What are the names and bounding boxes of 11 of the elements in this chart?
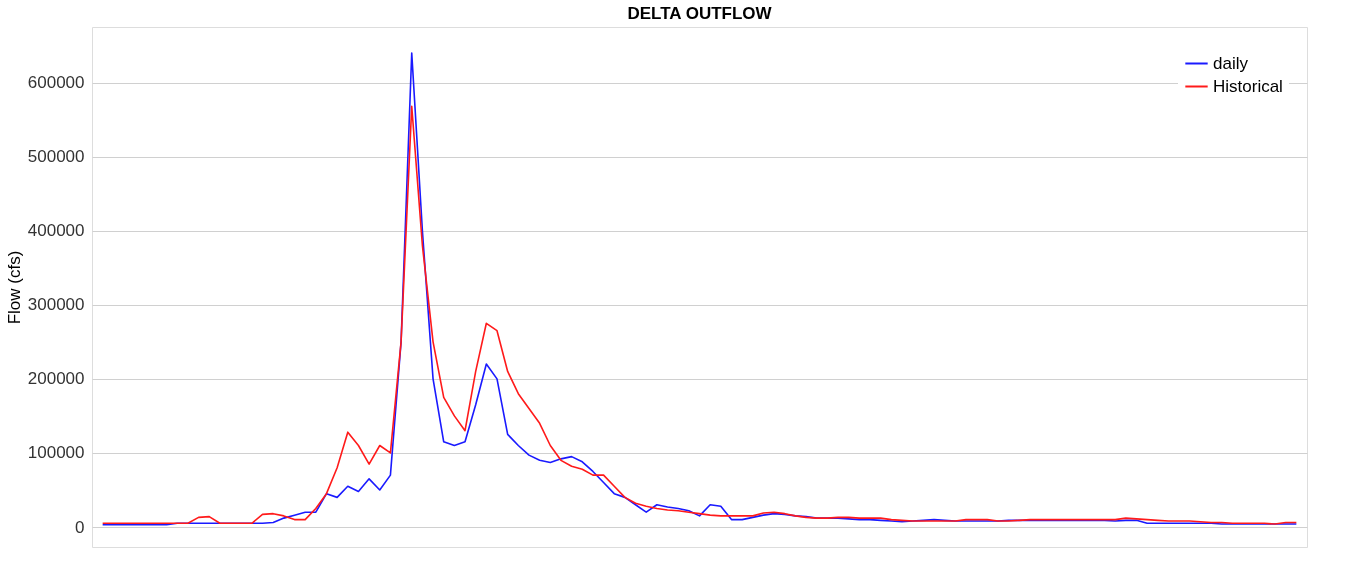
y-tick-label: 100000 xyxy=(27,443,85,463)
y-tick-label: 400000 xyxy=(27,221,85,241)
legend-label: Historical xyxy=(1213,76,1283,96)
y-tick-label: 500000 xyxy=(27,147,85,167)
y-tick-label: 300000 xyxy=(27,295,85,315)
chart-title: DELTA OUTFLOW xyxy=(627,4,773,23)
y-tick-label: 200000 xyxy=(27,369,85,389)
y-axis-title: Flow (cfs) xyxy=(4,250,24,325)
y-tick-label: 600000 xyxy=(27,73,85,93)
legend-label: daily xyxy=(1213,53,1249,73)
y-tick-label: 0 xyxy=(75,517,85,537)
